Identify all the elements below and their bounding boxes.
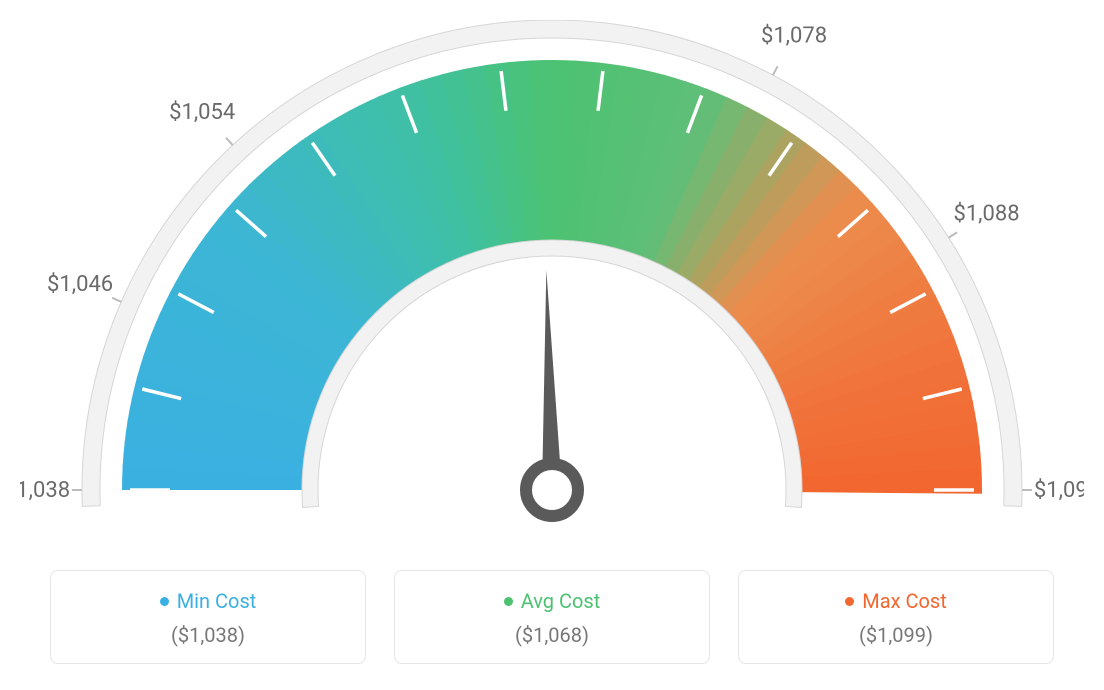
gauge-scale-label: $1,054 [169,100,235,125]
legend-dot-icon [160,597,169,606]
legend-label: Min Cost [177,589,257,613]
outer-ring-tick [949,232,957,237]
legend-dot-icon [504,597,513,606]
gauge-scale-label: $1,038 [20,478,70,503]
outer-ring-tick [773,66,778,75]
legend-value: ($1,068) [405,623,699,647]
gauge-needle [542,270,562,490]
legend-dot-icon [845,597,854,606]
gauge-scale-label: $1,046 [47,272,113,297]
legend-label: Max Cost [862,589,947,613]
legend-row: Min Cost ($1,038) Avg Cost ($1,068) Max Cost… [20,570,1084,664]
gauge-scale-label: $1,078 [761,23,827,48]
legend-title: Min Cost [160,589,257,613]
gauge-svg: $1,038$1,046$1,054$1,068$1,078$1,088$1,0… [20,20,1084,540]
gauge-needle-hub [526,464,578,516]
gauge-chart: $1,038$1,046$1,054$1,068$1,078$1,088$1,0… [20,20,1084,540]
outer-ring-tick [112,298,121,302]
gauge-scale-label: $1,088 [953,202,1019,227]
legend-value: ($1,038) [61,623,355,647]
legend-card-max: Max Cost ($1,099) [738,570,1054,664]
legend-value: ($1,099) [749,623,1043,647]
legend-title: Max Cost [845,589,947,613]
legend-label: Avg Cost [521,589,601,613]
gauge-scale-label: $1,099 [1034,478,1084,503]
legend-title: Avg Cost [504,589,601,613]
legend-card-min: Min Cost ($1,038) [50,570,366,664]
legend-card-avg: Avg Cost ($1,068) [394,570,710,664]
outer-ring-tick [226,138,233,145]
